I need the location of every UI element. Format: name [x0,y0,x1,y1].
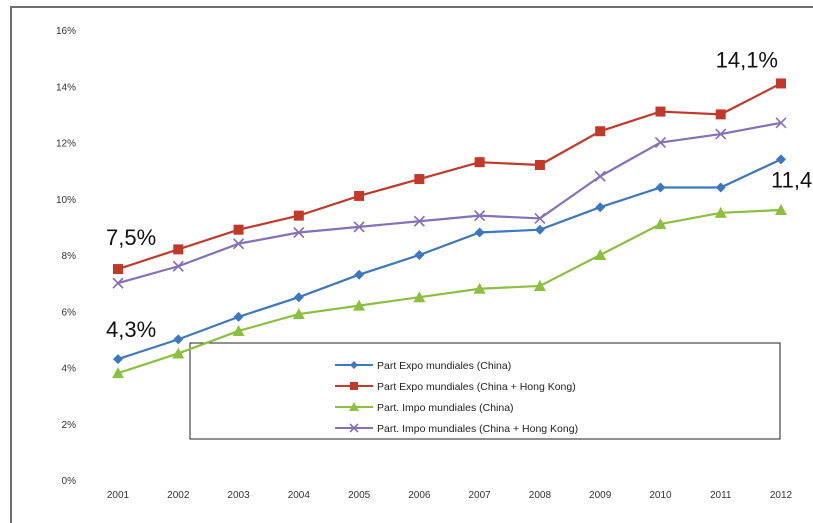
value-annotation: 14,1% [716,47,778,72]
data-point [776,154,786,165]
data-point [233,311,244,322]
data-point [654,218,667,230]
legend: Part Expo mundiales (China) Part Expo mun… [189,342,781,440]
series-4 [112,117,787,289]
data-point [595,202,606,213]
data-point [233,224,244,235]
y-tick-label: 2% [62,420,77,431]
data-point [113,264,123,275]
series-line [117,208,782,375]
legend-entry: Part Expo mundiales (China + Hong Kong) [377,381,576,393]
data-point [293,226,305,239]
series-3 [112,204,787,379]
data-point [594,249,607,260]
data-point [414,250,425,260]
value-annotation: 7,5% [106,225,156,250]
legend-entry: Part. Impo mundiales (China) [377,402,514,414]
legend-entry: Part Expo mundiales (China) [377,360,511,372]
series-line [117,158,782,361]
data-point [349,423,359,433]
data-point [474,210,486,222]
data-point [595,126,606,137]
x-tick-label: 2005 [348,490,371,501]
x-tick-label: 2002 [167,490,190,501]
data-point [534,160,545,170]
series-1 [113,154,786,365]
data-point [594,170,606,182]
data-point [350,382,358,390]
data-point [775,204,787,215]
data-point [173,244,184,255]
data-point [775,117,787,129]
value-annotation: 11,4% [771,167,813,192]
x-tick-label: 2009 [589,490,612,501]
data-point [112,367,124,379]
x-tick-label: 2004 [288,490,311,501]
data-point [715,109,726,120]
data-point [715,182,726,193]
data-point [654,136,667,149]
data-point [655,106,666,117]
y-tick-label: 10% [56,195,76,206]
data-point [293,292,304,303]
axis-layer: 0% 2% 4% 6% 8% 10% 12% 14% 16% 2001 2002 2003 2004 20… [56,26,793,501]
data-point [655,182,666,193]
data-point [173,334,184,345]
y-tick-label: 14% [56,82,76,93]
data-point [533,279,546,291]
data-point [350,361,358,369]
y-tick-label: 0% [62,476,77,487]
data-point [349,402,359,411]
series-2 [113,78,786,275]
data-point [353,221,365,233]
data-point [232,324,245,336]
x-tick-label: 2010 [649,490,672,501]
data-point [172,347,185,359]
legend-entry: Part. Impo mundiales (China + Hong Kong) [377,423,578,435]
x-tick-label: 2006 [408,490,431,501]
data-point [473,282,486,294]
data-point [714,206,727,218]
y-tick-label: 12% [56,139,76,150]
x-tick-label: 2003 [227,490,250,501]
data-point [474,227,485,238]
data-point [534,212,546,225]
data-point [354,269,365,280]
data-point [293,210,304,221]
data-point [414,174,425,185]
data-point [232,238,245,250]
data-point [776,78,786,89]
data-point [292,308,305,320]
legend-box [189,342,781,440]
data-point [353,299,366,311]
x-tick-label: 2012 [770,490,793,501]
x-tick-label: 2007 [469,490,492,501]
series-layer [112,78,787,379]
data-point [113,354,123,365]
y-tick-label: 16% [56,26,76,37]
y-tick-label: 8% [62,251,77,262]
series-line [117,82,782,271]
data-point [172,260,184,272]
value-annotation: 4,3% [106,317,156,342]
x-tick-label: 2008 [529,490,552,501]
data-point [413,215,425,227]
series-line [117,121,782,285]
data-point [413,291,426,303]
y-tick-label: 6% [62,307,77,318]
x-tick-label: 2011 [710,490,732,501]
data-point [354,190,365,201]
data-point [474,157,485,168]
data-point [112,277,124,289]
x-tick-label: 2001 [107,490,130,501]
data-point [534,224,545,235]
annotation-layer: 7,5% 4,3% 14,1% 11,4% [106,47,813,342]
data-point [715,128,727,140]
y-tick-label: 4% [62,364,77,375]
